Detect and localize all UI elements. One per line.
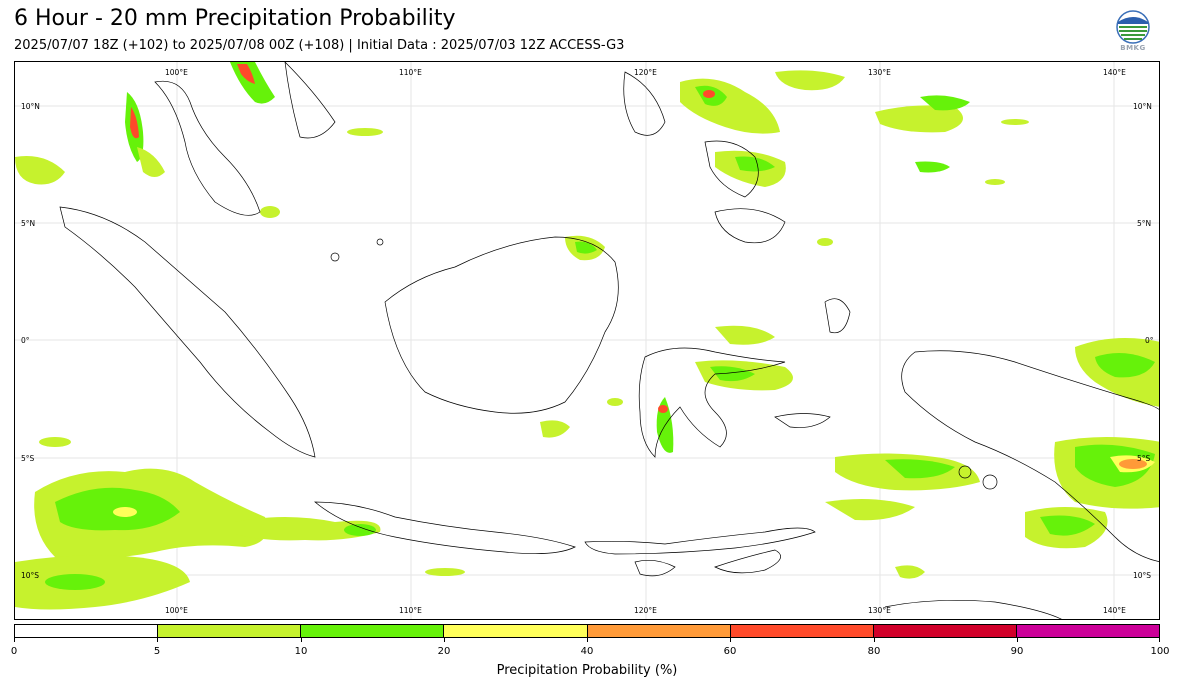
colorbar-tick [14,638,15,642]
colorbar-tick-label: 90 [1010,646,1024,657]
colorbar-tick-label: 10 [294,646,308,657]
lon-label-top: 120°E [634,68,657,77]
globe-logo-icon [1116,10,1150,44]
lat-label-left: 10°S [21,571,39,580]
lon-label-bottom: 100°E [165,606,188,615]
colorbar-tick [444,638,445,642]
chart-title: 6 Hour - 20 mm Precipitation Probability [14,6,456,31]
colorbar-tick [874,638,875,642]
colorbar-segment [158,625,302,637]
colorbar-segment [873,625,1017,637]
lat-label-right: 10°N [1133,102,1152,111]
colorbar-tick-label: 40 [580,646,594,657]
lon-label-bottom: 120°E [634,606,657,615]
colorbar-segment [1016,625,1159,637]
colorbar-tick-label: 5 [153,646,161,657]
lat-label-left: 5°S [21,454,35,463]
colorbar-title: Precipitation Probability (%) [496,663,678,678]
precipitation-map: 100°E 110°E 120°E 130°E 140°E 100°E 110°… [14,61,1160,620]
lon-label-bottom: 140°E [1103,606,1126,615]
bmkg-logo: BMKG [1114,10,1152,56]
colorbar-tick-label: 20 [437,646,451,657]
colorbar-tick-label: 80 [867,646,881,657]
lon-label-bottom: 110°E [399,606,422,615]
lat-label-right: 5°S [1137,454,1151,463]
colorbar-segment [587,625,731,637]
colorbar-segment [15,625,159,637]
colorbar-tick-label: 100 [1150,646,1170,657]
gridlines [15,62,1159,619]
colorbar-tick [730,638,731,642]
lon-label-top: 100°E [165,68,188,77]
lat-label-left: 5°N [21,219,35,228]
colorbar-segment [444,625,588,637]
colorbar-tick [301,638,302,642]
lat-label-right: 0° [1145,336,1154,345]
lon-label-top: 140°E [1103,68,1126,77]
colorbar-tick [1159,638,1160,642]
lat-label-left: 0° [21,336,30,345]
lat-label-left: 10°N [21,102,40,111]
colorbar-tick-label: 0 [10,646,18,657]
colorbar-segment [730,625,874,637]
chart-subtitle: 2025/07/07 18Z (+102) to 2025/07/08 00Z … [14,38,625,53]
lat-label-right: 5°N [1137,219,1151,228]
lat-label-right: 10°S [1133,571,1151,580]
colorbar-ticks: 0 5 10 20 40 60 80 90 100 [10,638,1170,658]
lon-label-bottom: 130°E [868,606,891,615]
map-canvas: 100°E 110°E 120°E 130°E 140°E 100°E 110°… [15,62,1159,619]
colorbar-tick-label: 60 [723,646,737,657]
lon-label-top: 110°E [399,68,422,77]
colorbar-tick [1017,638,1018,642]
lon-label-top: 130°E [868,68,891,77]
probability-colorbar [14,624,1160,638]
logo-text: BMKG [1120,44,1146,52]
colorbar-tick [587,638,588,642]
colorbar-segment [301,625,445,637]
colorbar-tick [157,638,158,642]
coastlines [59,62,1159,619]
probability-field [15,62,1159,610]
map-axis-labels: 100°E 110°E 120°E 130°E 140°E 100°E 110°… [21,68,1154,615]
